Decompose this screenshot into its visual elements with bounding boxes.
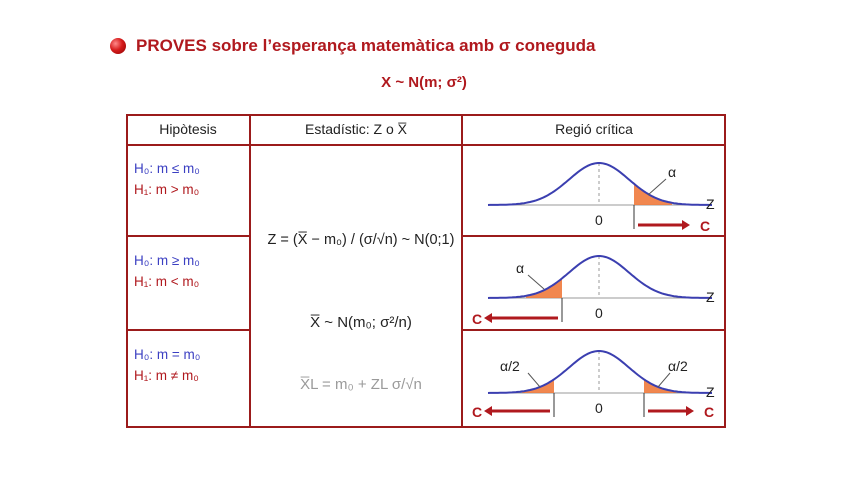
h0-label: H₀: m = m₀	[134, 347, 201, 362]
critical-arrow-head	[682, 220, 690, 230]
right-tail-shade	[644, 379, 676, 393]
page-title: PROVES sobre l’esperança matemàtica amb …	[136, 36, 596, 55]
right-tail-shade	[634, 183, 672, 205]
alpha-pointer	[527, 274, 545, 290]
z-label: Z	[706, 384, 715, 400]
critical-label-left: C	[472, 404, 482, 420]
h1-label: H₁: m ≠ m₀	[134, 368, 199, 383]
critical-arrow-right-head	[686, 406, 694, 416]
h0-label: H₀: m ≥ m₀	[134, 253, 200, 268]
title-row: PROVES sobre l’esperança matemàtica amb …	[110, 36, 595, 56]
formula-limit: X̅L = m₀ + ZL σ/√n	[300, 376, 422, 393]
formula-z: Z = (X̅ − m₀) / (σ/√n) ~ N(0;1)	[267, 232, 455, 248]
normal-curve	[487, 350, 712, 394]
formula-xbar: X̅ ~ N(m₀; σ²/n)	[310, 314, 412, 331]
zero-label: 0	[595, 305, 603, 321]
h0-label: H₀: m ≤ m₀	[134, 161, 200, 176]
critical-arrow-left-head	[484, 406, 492, 416]
alpha-half-pointer-left	[527, 372, 541, 388]
header-hypothesis: Hipòtesis	[159, 121, 217, 137]
critical-label: C	[700, 218, 710, 234]
alpha-label: α	[516, 260, 524, 276]
hypothesis-row-3: H₀: m = m₀ H₁: m ≠ m₀	[134, 344, 200, 386]
alpha-half-label-left: α/2	[500, 358, 520, 374]
hypothesis-table: Hipòtesis Estadístic: Z o X̅ Regió críti…	[126, 114, 726, 428]
header-statistic: Estadístic: Z o X̅	[305, 121, 407, 137]
alpha-half-label-right: α/2	[668, 358, 688, 374]
header-critical-region: Regió crítica	[555, 121, 633, 137]
hypothesis-row-2: H₀: m ≥ m₀ H₁: m < m₀	[134, 250, 200, 292]
critical-label: C	[472, 311, 482, 327]
critical-label-right: C	[704, 404, 714, 420]
h1-label: H₁: m < m₀	[134, 274, 200, 289]
critical-arrow-head	[484, 313, 492, 323]
bullet-icon	[110, 38, 126, 54]
zero-label: 0	[595, 400, 603, 416]
zero-label: 0	[595, 212, 603, 228]
left-tail-shade	[526, 278, 562, 298]
normal-curve	[487, 255, 712, 299]
alpha-half-pointer-right	[657, 372, 671, 388]
h1-label: H₁: m > m₀	[134, 182, 200, 197]
alpha-label: α	[668, 164, 676, 180]
page-subtitle: X ~ N(m; σ²)	[381, 74, 467, 91]
normal-curve	[487, 162, 712, 206]
left-tail-shade	[522, 379, 554, 393]
hypothesis-row-1: H₀: m ≤ m₀ H₁: m > m₀	[134, 158, 200, 200]
alpha-pointer	[647, 178, 667, 196]
table-grid	[126, 114, 726, 428]
z-label: Z	[706, 196, 715, 212]
z-label: Z	[706, 289, 715, 305]
